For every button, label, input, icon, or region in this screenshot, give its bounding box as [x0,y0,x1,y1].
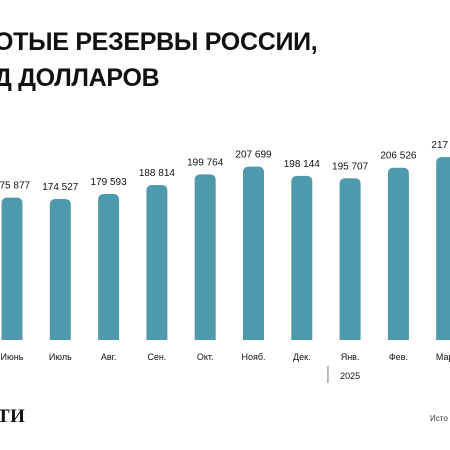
value-label-3: 179 593 [91,177,128,188]
bar-5 [194,174,216,340]
category-label-7: Дек. [293,352,311,362]
bar-1 [1,197,23,340]
value-label-7: 198 144 [284,159,321,170]
category-label-3: Авг. [101,352,116,362]
category-label-1: Июнь [1,352,24,362]
value-label-6: 207 699 [235,150,272,161]
category-label-6: Нояб. [241,352,265,362]
bar-7 [291,175,313,340]
category-label-2: Июль [49,352,72,362]
bar-2 [49,199,71,340]
value-label-9: 206 526 [380,151,417,162]
value-labels-layer: 175 877 174 527 179 593 188 814 199 764 207 6… [0,140,450,193]
bar-4 [146,185,168,340]
bar-9 [387,167,409,340]
bar-3 [98,194,120,340]
category-label-10: Март [436,352,450,362]
chart-title-line-1: ОТЫЕ РЕЗЕРВЫ РОССИИ, [0,28,318,56]
publisher-logo: ТИ [0,406,26,427]
value-label-1: 175 877 [0,181,31,192]
source-note: Исто [430,414,448,423]
bar-10 [436,157,450,340]
value-label-2: 174 527 [42,182,79,193]
value-label-5: 199 764 [187,157,224,168]
chart-title-line-2: Д ДОЛЛАРОВ [0,64,160,92]
category-label-9: Фев. [389,352,408,362]
value-label-4: 188 814 [139,168,176,179]
value-label-10: 217 38 [431,140,450,151]
bar-6 [243,166,264,340]
value-label-8: 195 707 [332,161,369,172]
category-label-5: Окт. [197,352,214,362]
bar-8 [339,178,361,340]
bars-layer [1,157,450,340]
category-labels-layer: Июнь Июль Авг. Сен. Окт. Нояб. Дек. Янв. Фев. Мар… [1,352,450,383]
year-label: 2025 [340,371,360,381]
category-label-4: Сен. [147,352,166,362]
category-label-8: Янв. [341,352,360,362]
